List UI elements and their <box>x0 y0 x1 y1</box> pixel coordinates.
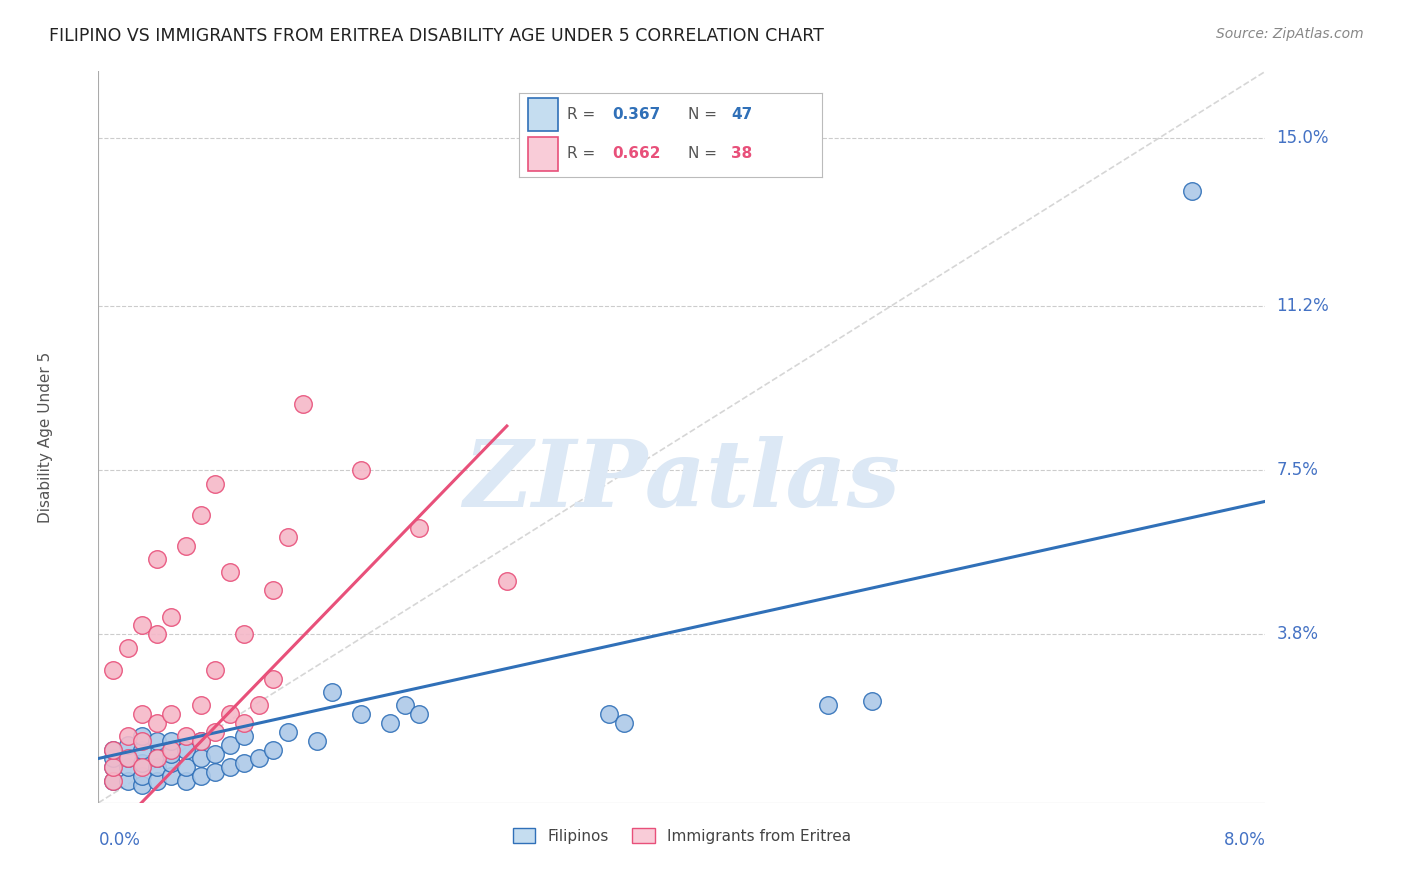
Text: ZIPatlas: ZIPatlas <box>464 436 900 526</box>
Point <box>117 751 139 765</box>
Point <box>496 574 519 589</box>
Text: 7.5%: 7.5% <box>1277 461 1319 479</box>
Point <box>146 716 169 731</box>
Text: Disability Age Under 5: Disability Age Under 5 <box>38 351 53 523</box>
Point <box>408 521 430 535</box>
Point <box>131 733 153 747</box>
Text: 8.0%: 8.0% <box>1223 830 1265 848</box>
Point <box>117 760 139 774</box>
Point <box>247 698 270 713</box>
Point <box>190 751 212 765</box>
Text: Source: ZipAtlas.com: Source: ZipAtlas.com <box>1216 27 1364 41</box>
Point <box>131 707 153 722</box>
Point <box>131 778 153 792</box>
Point <box>101 742 124 756</box>
Legend: Filipinos, Immigrants from Eritrea: Filipinos, Immigrants from Eritrea <box>506 822 858 850</box>
Point <box>101 760 124 774</box>
Point <box>394 698 416 713</box>
Point <box>233 627 256 641</box>
Point <box>598 707 620 722</box>
Point <box>146 751 169 765</box>
Point <box>117 773 139 788</box>
Point <box>277 530 299 544</box>
Point <box>174 729 197 743</box>
Point <box>131 760 153 774</box>
Point <box>160 742 183 756</box>
Point <box>160 609 183 624</box>
Point <box>160 707 183 722</box>
Point <box>160 747 183 761</box>
Point <box>218 760 240 774</box>
Text: 11.2%: 11.2% <box>1277 297 1329 315</box>
Point <box>350 707 373 722</box>
Point <box>101 663 124 677</box>
Point <box>262 742 284 756</box>
Point <box>247 751 270 765</box>
Point <box>146 552 169 566</box>
Point <box>321 685 343 699</box>
Point <box>160 769 183 783</box>
Text: 0.0%: 0.0% <box>98 830 141 848</box>
Point <box>117 738 139 752</box>
Point <box>146 773 169 788</box>
Text: 3.8%: 3.8% <box>1277 625 1319 643</box>
Point <box>190 733 212 747</box>
Point <box>146 627 169 641</box>
Point <box>307 733 329 747</box>
Point <box>350 463 373 477</box>
Point <box>612 716 634 731</box>
Point <box>204 663 226 677</box>
Point <box>218 738 240 752</box>
Point <box>174 742 197 756</box>
Point <box>117 640 139 655</box>
Point <box>817 698 839 713</box>
Point <box>131 742 153 756</box>
Point <box>101 751 124 765</box>
Point <box>174 773 197 788</box>
Point <box>101 773 124 788</box>
Point <box>131 729 153 743</box>
Point <box>131 756 153 770</box>
Point <box>408 707 430 722</box>
Point <box>131 618 153 632</box>
Point <box>146 733 169 747</box>
Point <box>233 729 256 743</box>
Point <box>190 769 212 783</box>
Text: FILIPINO VS IMMIGRANTS FROM ERITREA DISABILITY AGE UNDER 5 CORRELATION CHART: FILIPINO VS IMMIGRANTS FROM ERITREA DISA… <box>49 27 824 45</box>
Point <box>101 760 124 774</box>
Point <box>117 751 139 765</box>
Point <box>262 672 284 686</box>
Point <box>101 742 124 756</box>
Point <box>262 582 284 597</box>
Point <box>204 724 226 739</box>
Point <box>190 508 212 522</box>
Point <box>218 566 240 580</box>
Point <box>131 769 153 783</box>
Point <box>233 716 256 731</box>
Point <box>204 747 226 761</box>
Point <box>174 760 197 774</box>
Point <box>233 756 256 770</box>
Point <box>146 760 169 774</box>
Point <box>117 729 139 743</box>
Point <box>174 539 197 553</box>
Point <box>291 397 314 411</box>
Point <box>160 756 183 770</box>
Point <box>146 751 169 765</box>
Point <box>190 733 212 747</box>
Point <box>218 707 240 722</box>
Point <box>860 694 883 708</box>
Point <box>204 764 226 779</box>
Point <box>101 773 124 788</box>
Point <box>204 476 226 491</box>
Point <box>190 698 212 713</box>
Text: 15.0%: 15.0% <box>1277 128 1329 147</box>
Point <box>277 724 299 739</box>
Point <box>1181 184 1204 198</box>
Point <box>380 716 402 731</box>
Point <box>160 733 183 747</box>
